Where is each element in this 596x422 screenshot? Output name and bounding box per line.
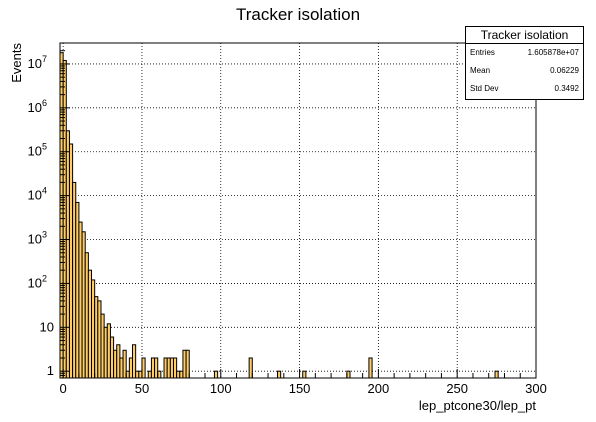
histogram-bin xyxy=(368,357,373,379)
mean-value: 0.06229 xyxy=(550,66,579,75)
stats-row-stddev: Std Dev 0.3492 xyxy=(466,80,583,98)
histogram-bin xyxy=(302,370,307,379)
y-tick-label: 103 xyxy=(28,230,47,247)
y-tick-label: 1 xyxy=(47,363,54,378)
x-axis-title: lep_ptcone30/lep_pt xyxy=(419,398,536,413)
stats-row-mean: Mean 0.06229 xyxy=(466,62,583,80)
stats-box-title: Tracker isolation xyxy=(466,27,583,44)
y-tick-label: 10 xyxy=(40,319,54,334)
histogram-bin xyxy=(213,370,219,379)
stats-box: Tracker isolation Entries 1.605878e+07 M… xyxy=(465,26,584,100)
x-tick-label: 100 xyxy=(210,381,232,396)
plot-frame xyxy=(59,42,537,379)
x-tick-label: 300 xyxy=(525,381,547,396)
x-tick-label: 50 xyxy=(135,381,149,396)
entries-value: 1.605878e+07 xyxy=(527,48,579,57)
y-tick-label: 107 xyxy=(28,54,47,71)
x-tick-label: 150 xyxy=(289,381,311,396)
stddev-label: Std Dev xyxy=(470,84,499,93)
y-axis-title: Events xyxy=(9,43,24,83)
x-tick-label: 200 xyxy=(368,381,390,396)
chart-title: Tracker isolation xyxy=(235,5,361,24)
y-tick-label: 105 xyxy=(28,142,47,159)
histogram-bin xyxy=(494,370,499,379)
histogram-bin xyxy=(277,370,282,379)
y-tick-label: 104 xyxy=(28,186,47,203)
y-tick-label: 102 xyxy=(28,273,47,290)
stats-row-entries: Entries 1.605878e+07 xyxy=(466,44,583,62)
y-tick-label: 106 xyxy=(28,98,47,115)
x-tick-label: 250 xyxy=(446,381,468,396)
entries-label: Entries xyxy=(470,48,495,57)
mean-label: Mean xyxy=(470,66,491,75)
x-tick-label: 0 xyxy=(60,381,67,396)
stddev-value: 0.3492 xyxy=(554,84,579,93)
